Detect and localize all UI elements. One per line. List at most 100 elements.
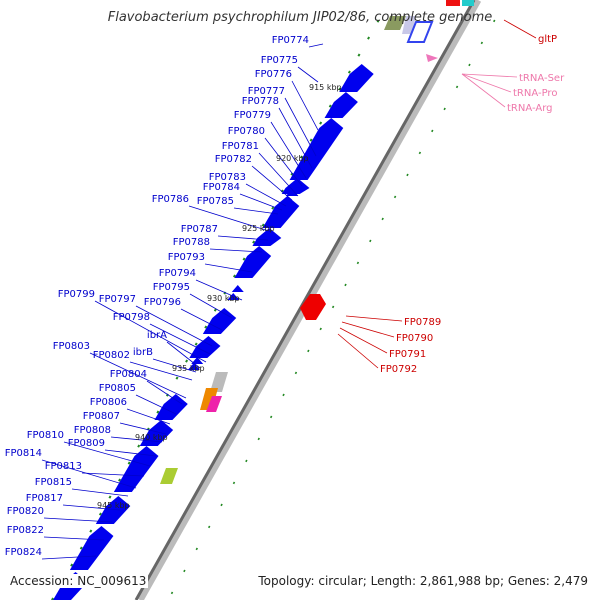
gene-label-forward: FP0803 <box>53 341 90 352</box>
kbp-tick-label: 940 kbp <box>135 433 168 442</box>
gene-label-forward: FP0820 <box>7 506 44 517</box>
kbp-tick-label: 920 kbp <box>276 154 309 163</box>
gene-label-reverse: FP0790 <box>396 333 433 344</box>
gene-arrow-forward <box>189 336 221 358</box>
gene-label-forward: FP0804 <box>110 369 147 380</box>
gene-label-forward: FP0824 <box>5 547 42 558</box>
gene-label-forward: FP0774 <box>272 35 309 46</box>
gene-arrow-reverse <box>300 294 326 320</box>
gene-arrowhead <box>249 253 262 260</box>
tick-mark <box>294 371 298 375</box>
gene-arrow-forward <box>339 64 374 92</box>
tick-mark <box>455 85 459 89</box>
misc-feature-grey <box>210 372 228 392</box>
leader-line <box>291 80 319 131</box>
leader-line <box>461 73 506 108</box>
tick-mark <box>282 393 285 397</box>
tick-mark <box>70 563 74 567</box>
tick-mark <box>183 569 186 573</box>
tick-mark <box>271 206 275 210</box>
kbp-tick-label: 945 kbp <box>97 501 130 510</box>
leader-line <box>146 380 183 405</box>
gene-arrow-forward <box>289 118 344 180</box>
gene-label-forward: FP0799 <box>58 289 95 300</box>
tick-mark <box>194 342 198 346</box>
gene-arrowhead <box>165 403 178 410</box>
gene-arrowhead <box>231 285 244 292</box>
leader-line <box>135 394 177 415</box>
leader-line <box>341 321 395 338</box>
leader-line <box>152 358 197 373</box>
tick-mark <box>331 305 335 309</box>
gene-label-forward: FP0809 <box>68 438 105 449</box>
gene-label-trna: tRNA-Arg <box>507 103 552 114</box>
gene-label-forward: FP0777 <box>248 86 285 97</box>
leader-line <box>297 66 319 83</box>
tick-mark <box>431 129 434 133</box>
leader-line <box>126 408 171 425</box>
gene-arrowhead <box>258 237 271 244</box>
leader-line <box>188 205 273 233</box>
gene-arrowhead <box>275 207 288 214</box>
leader-line <box>345 315 403 322</box>
gene-arrowhead <box>285 189 298 196</box>
tick-mark <box>89 529 93 533</box>
gene-label-forward: ibrA <box>147 330 167 341</box>
gene-arrowhead <box>105 509 118 516</box>
tick-mark <box>480 41 484 45</box>
gene-arrowhead <box>191 357 204 364</box>
tick-mark <box>338 87 342 91</box>
backbone-line <box>134 0 476 600</box>
gene-label-trna: tRNA-Ser <box>519 73 565 84</box>
kbp-tick-labels: 915 kbp 920 kbp 925 kbp 930 kbp 935 kbp 940 k… <box>97 83 342 510</box>
leader-line <box>209 248 263 253</box>
kbp-tick-label: 935 kbp <box>172 364 205 373</box>
misc-feature-outline <box>406 21 434 43</box>
tick-mark <box>381 217 384 221</box>
reverse-gene-leaders <box>337 19 537 369</box>
leader-line <box>104 449 157 457</box>
tick-mark <box>207 525 211 529</box>
gene-arrowhead <box>187 363 200 370</box>
leader-line <box>71 488 129 497</box>
gene-label-forward: FP0805 <box>99 383 136 394</box>
leader-line <box>62 504 121 511</box>
leader-line <box>461 73 512 93</box>
leader-line <box>239 193 283 211</box>
gene-label-forward: FP0784 <box>203 182 240 193</box>
tick-mark <box>418 151 422 155</box>
tick-mark <box>393 195 397 199</box>
gene-arrowhead <box>289 183 302 190</box>
tick-mark <box>344 283 347 287</box>
tick-mark <box>257 437 260 441</box>
gene-label-forward: FP0806 <box>90 397 127 408</box>
tick-mark <box>195 547 198 551</box>
tick-mark <box>319 327 322 331</box>
tick-mark <box>269 415 273 419</box>
tick-mark <box>213 308 217 312</box>
tick-mark <box>261 223 265 227</box>
leader-line <box>217 235 269 241</box>
tick-mark <box>376 19 380 23</box>
gene-label-forward: FP0802 <box>93 350 130 361</box>
gene-label-forward: FP0775 <box>261 55 298 66</box>
accession-label: Accession: NC_009613 <box>8 574 149 588</box>
tick-mark <box>156 410 160 414</box>
gene-label-forward: FP0796 <box>144 297 181 308</box>
leader-line <box>166 341 201 369</box>
leader-line <box>264 137 303 187</box>
tick-mark <box>233 274 236 278</box>
gene-label-forward: FP0807 <box>83 411 120 422</box>
gene-label-forward: FP0797 <box>99 294 136 305</box>
gene-label-forward: FP0778 <box>242 96 279 107</box>
gene-arrowhead <box>195 349 208 356</box>
tick-track-inner <box>51 19 380 600</box>
tick-mark <box>98 512 102 516</box>
gene-label-forward: FP0793 <box>168 252 205 263</box>
leader-line <box>41 555 97 560</box>
gene-label-trna: tRNA-Pro <box>513 88 557 99</box>
forward-gene-leaders <box>41 43 324 560</box>
gene-label-forward: FP0787 <box>181 224 218 235</box>
leader-line <box>278 107 313 169</box>
